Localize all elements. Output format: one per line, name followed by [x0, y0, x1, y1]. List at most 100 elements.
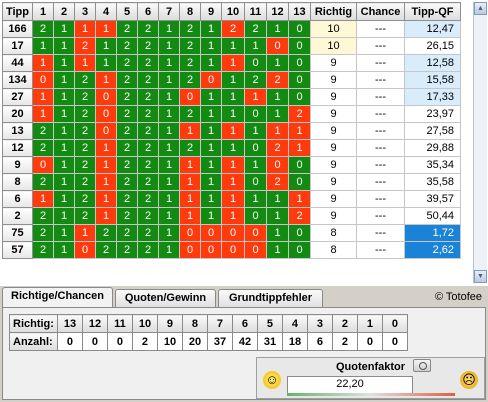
result-cell: 1 [158, 190, 180, 208]
tipp-number[interactable]: 166 [2, 20, 33, 38]
tipp-number[interactable]: 8 [2, 173, 33, 191]
result-cell: 1 [53, 54, 75, 72]
tipp-number[interactable]: 44 [2, 54, 33, 72]
quotenfaktor-title: Quotenfaktor [335, 361, 406, 373]
result-cell: 0 [244, 54, 267, 72]
header-tipp[interactable]: Tipp [2, 2, 33, 21]
richtig-value: 12 [81, 314, 108, 333]
table-row[interactable]: 9 0 1 2 1 2 2 1 1 1 1 1 0 0 9 --- 35,34 [2, 156, 461, 174]
scroll-down-button[interactable]: ▼ [474, 270, 487, 283]
result-cell: 1 [244, 122, 267, 140]
copyright-label: © Totofee [434, 291, 482, 303]
tipp-qf-cell: 27,58 [404, 122, 461, 140]
tipp-number[interactable]: 57 [2, 241, 33, 259]
header-game-7[interactable]: 7 [158, 2, 180, 21]
table-row[interactable]: 57 2 1 0 2 2 2 1 0 0 0 0 1 0 8 --- 2,62 [2, 241, 461, 259]
richtig-value: 2 [331, 314, 358, 333]
scroll-up-button[interactable]: ▲ [474, 2, 487, 15]
quotenfaktor-gradient-bar [287, 393, 455, 396]
header-game-4[interactable]: 4 [95, 2, 117, 21]
result-cell: 1 [288, 190, 311, 208]
richtig-stats-table: Richtig: 13 12 11 10 9 8 7 6 5 4 3 2 1 0 Anzahl: 0 0 0 2 10… [9, 314, 408, 351]
tipp-number[interactable]: 75 [2, 224, 33, 242]
header-tipp-qf[interactable]: Tipp-QF [404, 2, 461, 21]
result-cell: 1 [221, 54, 245, 72]
chance-cell: --- [356, 105, 405, 123]
result-cell: 1 [221, 122, 245, 140]
result-cell: 2 [116, 54, 138, 72]
table-row[interactable]: 134 0 1 2 1 2 2 1 2 0 1 2 2 0 9 --- 15,58 [2, 71, 461, 89]
table-row[interactable]: 27 1 1 2 0 2 2 1 0 1 1 1 1 0 9 --- 17,33 [2, 88, 461, 106]
table-row[interactable]: 166 2 1 1 1 2 2 1 2 1 2 2 1 0 10 --- 12,47 [2, 20, 461, 38]
header-game-8[interactable]: 8 [179, 2, 201, 21]
result-cell: 1 [53, 156, 75, 174]
result-cell: 1 [266, 224, 289, 242]
table-row[interactable]: 6 1 1 2 1 2 2 1 1 1 1 1 1 1 9 --- 39,57 [2, 190, 461, 208]
tipp-number[interactable]: 13 [2, 122, 33, 140]
table-row[interactable]: 12 2 1 2 1 2 2 1 2 1 1 0 2 1 9 --- 29,88 [2, 139, 461, 157]
result-cell: 1 [53, 190, 75, 208]
table-row[interactable]: 13 2 1 2 0 2 2 1 1 1 1 1 1 1 9 --- 27,58 [2, 122, 461, 140]
result-cell: 1 [53, 37, 75, 55]
header-richtig[interactable]: Richtig [310, 2, 357, 21]
chance-cell: --- [356, 54, 405, 72]
result-cell: 2 [116, 139, 138, 157]
tab-bar: Richtige/Chancen Quoten/Gewinn Grundtipp… [0, 287, 488, 308]
richtig-value: 8 [181, 314, 208, 333]
richtig-cell: 9 [310, 190, 357, 208]
result-cell: 2 [95, 224, 117, 242]
result-cell: 0 [32, 156, 54, 174]
table-row[interactable]: 20 1 1 2 0 2 2 1 2 1 1 0 1 2 9 --- 23,97 [2, 105, 461, 123]
tipp-number[interactable]: 9 [2, 156, 33, 174]
richtig-value: 10 [131, 314, 158, 333]
result-cell: 1 [200, 139, 222, 157]
result-cell: 1 [53, 207, 75, 225]
table-row[interactable]: 44 1 1 1 1 2 2 1 2 1 1 0 1 0 9 --- 12,58 [2, 54, 461, 72]
richtig-cell: 9 [310, 88, 357, 106]
tipp-number[interactable]: 12 [2, 139, 33, 157]
result-cell: 1 [53, 122, 75, 140]
header-game-6[interactable]: 6 [137, 2, 159, 21]
table-row[interactable]: 2 2 1 2 1 2 2 1 1 1 1 0 1 2 9 --- 50,44 [2, 207, 461, 225]
result-cell: 0 [288, 241, 311, 259]
tipp-number[interactable]: 6 [2, 190, 33, 208]
header-game-12[interactable]: 12 [266, 2, 289, 21]
richtig-cell: 9 [310, 139, 357, 157]
camera-icon[interactable] [413, 359, 431, 372]
table-row[interactable]: 75 2 1 1 2 2 2 1 0 0 0 0 1 0 8 --- 1,72 [2, 224, 461, 242]
tipp-number[interactable]: 134 [2, 71, 33, 89]
result-cell: 2 [179, 71, 201, 89]
vertical-scrollbar[interactable]: ▲ ▼ [473, 2, 487, 283]
result-cell: 2 [32, 207, 54, 225]
tipp-number[interactable]: 20 [2, 105, 33, 123]
header-chance[interactable]: Chance [356, 2, 405, 21]
result-cell: 1 [244, 37, 267, 55]
tipp-number[interactable]: 2 [2, 207, 33, 225]
result-cell: 0 [288, 173, 311, 191]
header-game-1[interactable]: 1 [32, 2, 54, 21]
header-game-5[interactable]: 5 [116, 2, 138, 21]
header-game-10[interactable]: 10 [221, 2, 245, 21]
result-cell: 1 [158, 156, 180, 174]
tipp-number[interactable]: 27 [2, 88, 33, 106]
table-row[interactable]: 8 2 1 2 1 2 2 1 1 1 1 0 2 0 9 --- 35,58 [2, 173, 461, 191]
richtig-value: 11 [106, 314, 133, 333]
result-cell: 1 [200, 122, 222, 140]
tab-quoten-gewinn[interactable]: Quoten/Gewinn [115, 289, 216, 307]
header-game-9[interactable]: 9 [200, 2, 222, 21]
anzahl-value: 0 [56, 332, 83, 351]
tipp-number[interactable]: 17 [2, 37, 33, 55]
table-row[interactable]: 17 1 1 2 1 2 2 1 2 1 1 1 0 0 10 --- 26,15 [2, 37, 461, 55]
header-game-3[interactable]: 3 [74, 2, 96, 21]
tab-grundtippfehler[interactable]: Grundtippfehler [218, 289, 323, 307]
tab-richtige-chancen[interactable]: Richtige/Chancen [2, 287, 113, 308]
header-game-11[interactable]: 11 [244, 2, 267, 21]
result-cell: 1 [200, 156, 222, 174]
header-game-2[interactable]: 2 [53, 2, 75, 21]
result-cell: 0 [32, 71, 54, 89]
header-game-13[interactable]: 13 [288, 2, 311, 21]
richtig-cell: 8 [310, 241, 357, 259]
result-cell: 2 [74, 139, 96, 157]
result-cell: 2 [32, 241, 54, 259]
result-cell: 2 [179, 105, 201, 123]
